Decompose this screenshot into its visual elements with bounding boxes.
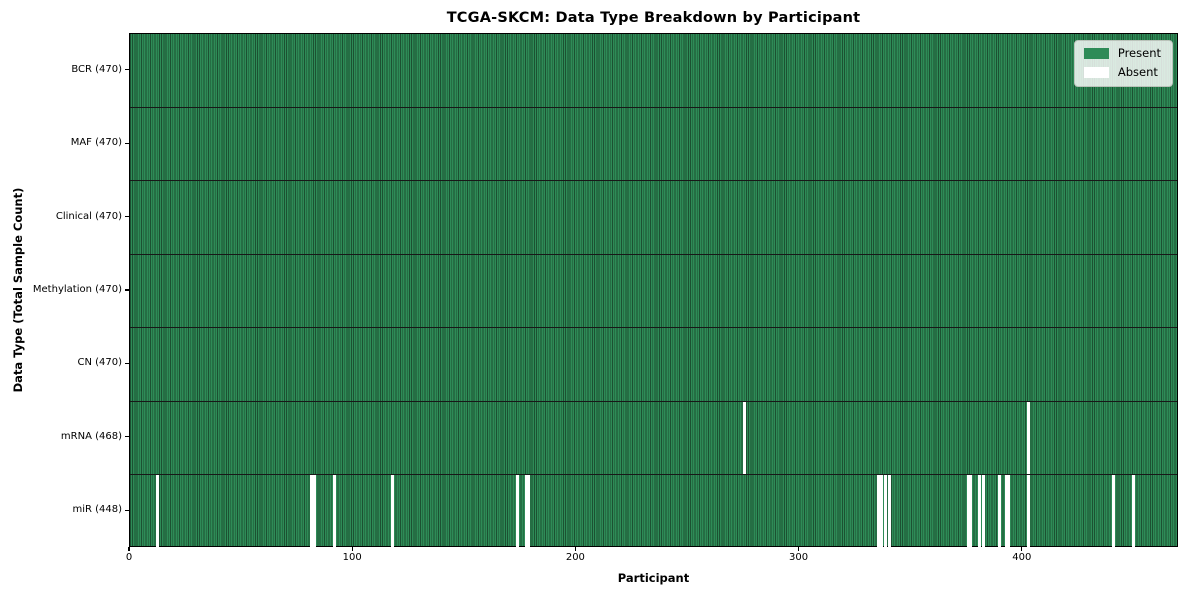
- y-tick-mark: [125, 436, 129, 438]
- y-tick-label-CN: CN (470): [77, 357, 122, 369]
- legend-swatch-absent: [1083, 66, 1109, 78]
- legend-label: Present: [1117, 46, 1161, 60]
- absent-stripe-miR-375: [966, 475, 970, 548]
- x-tick-mark: [574, 547, 576, 551]
- y-tick-label-mRNA: mRNA (468): [60, 430, 122, 442]
- x-tick-label-300: 300: [789, 552, 809, 563]
- x-tick-label-0: 0: [125, 552, 133, 563]
- row-divider: [130, 106, 1177, 108]
- y-tick-mark: [125, 142, 129, 144]
- chart-title: TCGA-SKCM: Data Type Breakdown by Partic…: [446, 10, 861, 26]
- absent-stripe-miR-449: [1131, 475, 1135, 548]
- absent-stripe-miR-440: [1111, 475, 1115, 548]
- absent-stripe-miR-173: [515, 475, 519, 548]
- absent-stripe-miR-402: [1026, 475, 1030, 548]
- absent-stripe-miR-382: [982, 475, 986, 548]
- x-tick-mark: [351, 547, 353, 551]
- plot-area: Present Absent: [129, 33, 1178, 548]
- y-tick-label-Methylation: Methylation (470): [32, 284, 122, 295]
- absent-stripe-mRNA-275: [743, 401, 747, 474]
- absent-stripe-miR-82: [312, 475, 316, 548]
- y-tick-label-Clinical: Clinical (470): [55, 210, 122, 222]
- row-divider: [130, 253, 1177, 255]
- row-divider: [130, 474, 1177, 476]
- y-tick-label-MAF: MAF (470): [70, 137, 122, 149]
- absent-stripe-miR-336: [879, 475, 883, 548]
- y-tick-label-miR: miR (448): [72, 504, 122, 516]
- absent-stripe-miR-380: [977, 475, 981, 548]
- y-tick-label-BCR: BCR (470): [71, 63, 122, 75]
- absent-stripe-miR-340: [888, 475, 892, 548]
- absent-stripe-miR-91: [332, 475, 336, 548]
- y-tick-mark: [125, 69, 129, 71]
- absent-stripe-miR-177: [524, 475, 528, 548]
- x-tick-label-400: 400: [1012, 552, 1032, 563]
- legend: Present Absent: [1073, 40, 1173, 87]
- absent-stripe-mRNA-402: [1026, 401, 1030, 474]
- absent-stripe-miR-393: [1006, 475, 1010, 548]
- absent-stripe-miR-12: [156, 475, 160, 548]
- row-divider: [130, 400, 1177, 402]
- y-tick-mark: [125, 215, 129, 218]
- y-tick-mark: [125, 289, 129, 291]
- row-divider: [130, 327, 1177, 329]
- absent-stripe-miR-117: [390, 475, 394, 548]
- absent-stripe-miR-335: [877, 475, 881, 548]
- absent-stripe-miR-81: [310, 475, 314, 548]
- legend-item-absent: Absent: [1083, 64, 1161, 79]
- y-tick-mark: [125, 362, 129, 365]
- x-tick-label-100: 100: [342, 552, 362, 563]
- legend-swatch-present: [1083, 48, 1109, 60]
- absent-stripe-miR-178: [526, 475, 530, 548]
- absent-stripe-miR-389: [997, 475, 1001, 548]
- y-tick-mark: [125, 509, 129, 511]
- x-tick-label-200: 200: [565, 552, 585, 563]
- legend-label: Absent: [1117, 64, 1158, 79]
- absent-stripe-miR-376: [968, 475, 972, 548]
- x-tick-mark: [1021, 547, 1023, 551]
- row-divider: [130, 180, 1177, 182]
- x-tick-mark: [797, 547, 800, 551]
- x-tick-mark: [128, 547, 130, 551]
- absent-stripe-miR-338: [883, 475, 888, 548]
- absent-stripe-miR-392: [1004, 475, 1008, 548]
- legend-item-present: Present: [1083, 46, 1161, 60]
- x-axis-label: Participant: [617, 571, 690, 585]
